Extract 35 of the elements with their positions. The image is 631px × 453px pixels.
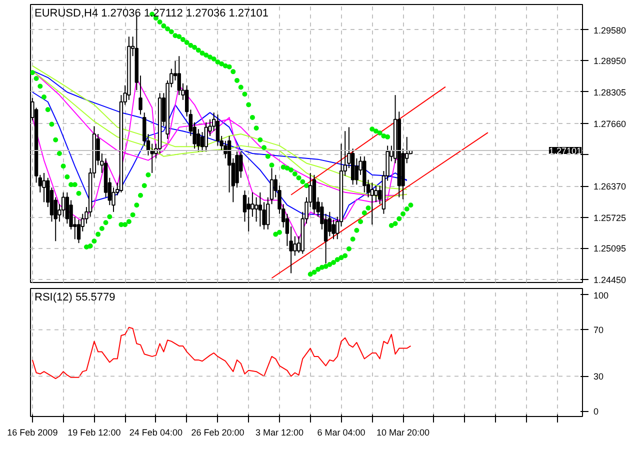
- chart-title: RSI(12) 55.5779: [34, 292, 116, 304]
- candlestick: [216, 114, 220, 146]
- y-tick-label: 100: [594, 290, 609, 300]
- x-tick-label: 24 Feb 04:00: [129, 428, 182, 438]
- candlestick: [42, 172, 46, 203]
- candlestick: [204, 122, 208, 152]
- y-tick-label: 70: [594, 325, 604, 336]
- y-tick-label: 1.29580: [594, 25, 626, 36]
- x-tick-label: 19 Feb 12:00: [68, 428, 121, 438]
- chart-title: EURUSD,H4 1.27036 1.27112 1.27036 1.27101: [34, 8, 269, 20]
- candlestick: [374, 185, 378, 203]
- candlestick: [370, 182, 374, 226]
- candlestick: [61, 192, 66, 218]
- candlestick: [177, 56, 181, 96]
- candlestick: [250, 192, 254, 218]
- candlestick: [293, 236, 297, 256]
- x-tick-label: 10 Mar 20:00: [376, 428, 430, 438]
- y-tick-label: 1.28305: [594, 87, 626, 98]
- y-tick-label: 1.24450: [594, 275, 626, 286]
- y-tick-label: 0: [594, 406, 599, 417]
- x-tick-label: 6 Mar 04:00: [317, 428, 366, 438]
- y-tick-label: 1.28950: [594, 56, 626, 66]
- y-tick-label: 1.25095: [594, 244, 626, 254]
- y-tick-label: 1.26370: [594, 182, 626, 192]
- ref-line-label: 1.27101: [548, 146, 582, 156]
- line-series: [32, 326, 412, 380]
- y-tick-label: 1.25725: [594, 213, 626, 224]
- candlestick: [258, 192, 262, 228]
- x-tick-label: 3 Mar 12:00: [255, 428, 304, 438]
- x-tick-label: 26 Feb 20:00: [191, 428, 244, 438]
- candlestick: [246, 196, 250, 232]
- candlestick: [254, 196, 258, 222]
- y-tick-label: 1.27660: [594, 118, 626, 129]
- x-tick-label: 16 Feb 2009: [7, 428, 58, 438]
- y-tick-label: 30: [594, 372, 604, 382]
